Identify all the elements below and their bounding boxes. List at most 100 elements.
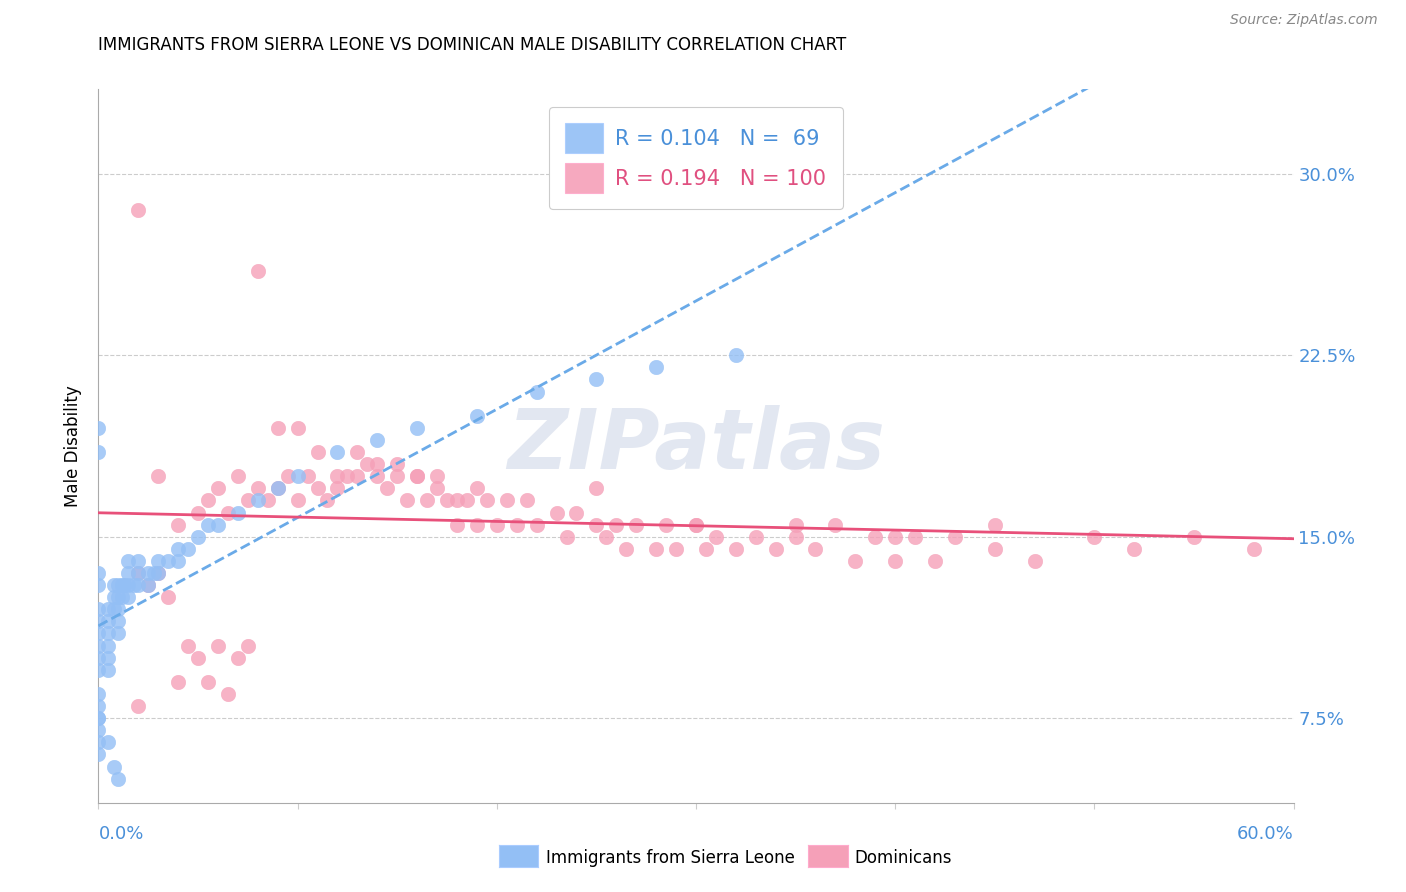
Point <box>148 566 170 580</box>
Point <box>226 506 249 520</box>
Point <box>136 566 159 580</box>
Point <box>924 554 946 568</box>
Text: 0.0%: 0.0% <box>98 825 143 843</box>
Point <box>127 566 149 580</box>
Point <box>406 421 429 435</box>
Point <box>167 554 190 568</box>
Point <box>267 421 290 435</box>
Text: ZIPatlas: ZIPatlas <box>508 406 884 486</box>
Point <box>107 578 129 592</box>
Point <box>585 481 607 495</box>
Point <box>645 541 668 556</box>
Point <box>277 469 299 483</box>
Text: Dominicans: Dominicans <box>855 849 952 867</box>
Point <box>844 554 866 568</box>
Point <box>984 517 1007 532</box>
Point <box>157 590 180 604</box>
Point <box>485 517 508 532</box>
Point <box>87 687 110 701</box>
Point <box>585 517 607 532</box>
Point <box>465 517 488 532</box>
Point <box>267 481 290 495</box>
Point <box>465 409 488 423</box>
Point <box>246 481 269 495</box>
Point <box>107 615 129 629</box>
Point <box>124 578 146 592</box>
Point <box>614 541 637 556</box>
Point <box>346 445 368 459</box>
Point <box>127 699 149 714</box>
Y-axis label: Male Disability: Male Disability <box>65 385 83 507</box>
Point <box>595 530 617 544</box>
Point <box>127 578 149 592</box>
Point <box>217 687 239 701</box>
Point <box>904 530 927 544</box>
Point <box>207 481 229 495</box>
Point <box>157 554 180 568</box>
Point <box>287 493 309 508</box>
Point <box>416 493 439 508</box>
Point <box>103 590 125 604</box>
Point <box>117 566 139 580</box>
Point <box>426 481 449 495</box>
Point <box>107 626 129 640</box>
Point <box>177 639 200 653</box>
Point <box>884 554 907 568</box>
Point <box>346 469 368 483</box>
Point <box>585 372 607 386</box>
Point <box>97 602 120 616</box>
Point <box>665 541 688 556</box>
Point <box>1243 541 1265 556</box>
Point <box>804 541 827 556</box>
Text: 60.0%: 60.0% <box>1237 825 1294 843</box>
Point <box>1123 541 1146 556</box>
Point <box>127 566 149 580</box>
Point <box>495 493 517 508</box>
Point <box>287 421 309 435</box>
Point <box>103 602 125 616</box>
Point <box>167 674 190 689</box>
Point <box>824 517 846 532</box>
Point <box>87 626 110 640</box>
Point <box>97 650 120 665</box>
Point <box>143 566 166 580</box>
Point <box>1024 554 1046 568</box>
Point <box>765 541 787 556</box>
Point <box>406 469 429 483</box>
Point <box>112 578 135 592</box>
Point <box>456 493 478 508</box>
Point <box>326 481 349 495</box>
Point <box>87 578 110 592</box>
Point <box>546 506 568 520</box>
Point <box>785 517 807 532</box>
Point <box>97 663 120 677</box>
Point <box>226 650 249 665</box>
Point <box>863 530 887 544</box>
Point <box>187 506 209 520</box>
Point <box>87 566 110 580</box>
Point <box>785 530 807 544</box>
Point <box>426 469 449 483</box>
Point <box>87 735 110 749</box>
Point <box>87 711 110 725</box>
Point <box>177 541 200 556</box>
Point <box>87 615 110 629</box>
Point <box>87 723 110 738</box>
Point <box>103 759 125 773</box>
Point <box>745 530 768 544</box>
Point <box>97 615 120 629</box>
Point <box>87 699 110 714</box>
Point <box>685 517 707 532</box>
Text: Source: ZipAtlas.com: Source: ZipAtlas.com <box>1230 13 1378 28</box>
Point <box>87 711 110 725</box>
Point <box>446 517 468 532</box>
Point <box>385 469 409 483</box>
Point <box>465 481 488 495</box>
Point <box>107 602 129 616</box>
Point <box>87 639 110 653</box>
Point <box>526 517 548 532</box>
Point <box>107 590 129 604</box>
Point <box>385 457 409 471</box>
Point <box>226 469 249 483</box>
Point <box>127 554 149 568</box>
